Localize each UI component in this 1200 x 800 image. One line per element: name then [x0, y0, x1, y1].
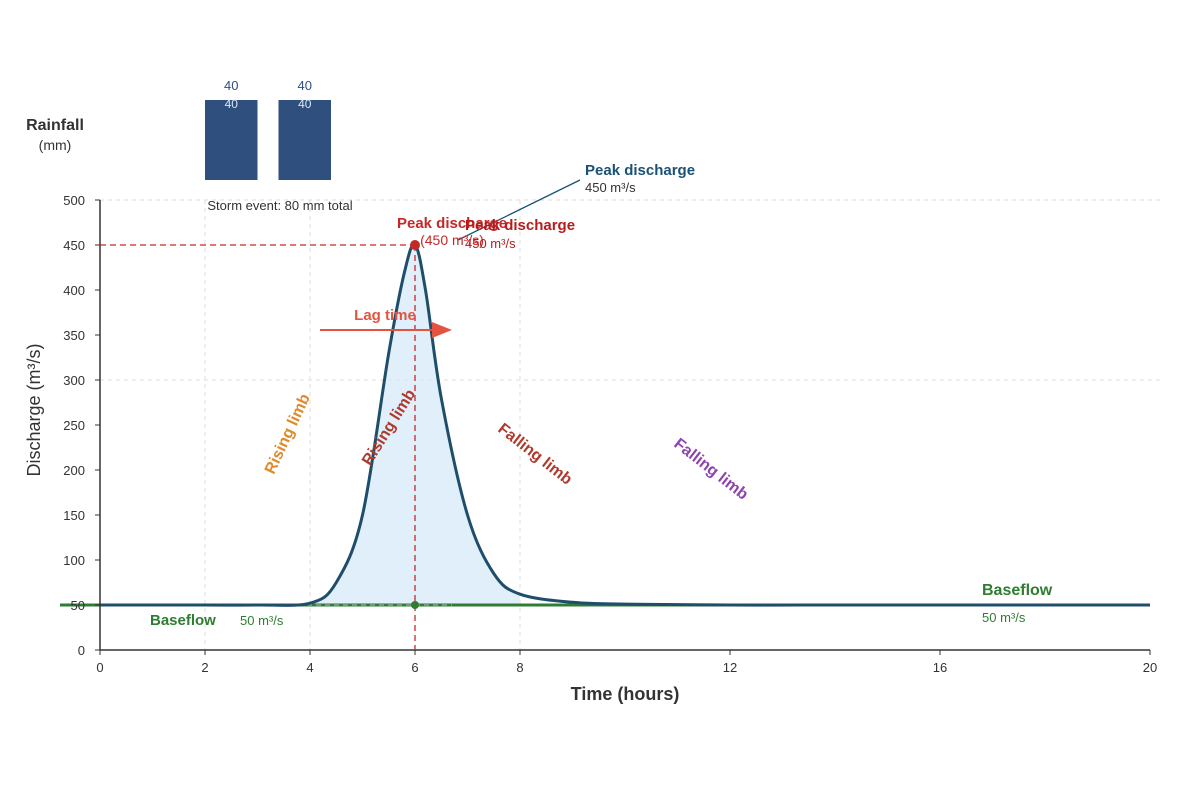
rising-limb-label: Rising limb [262, 391, 314, 477]
lag-time-label: Lag time [354, 307, 416, 324]
y-tick-label: 350 [63, 328, 85, 343]
peak-callout-value: 450 m³/s [585, 180, 636, 195]
x-tick-label: 4 [306, 660, 313, 675]
x-tick-label: 2 [201, 660, 208, 675]
x-tick-label: 8 [516, 660, 523, 675]
hydrograph-line [100, 243, 1151, 607]
y-tick-label: 50 [71, 598, 85, 613]
baseflow-value-label: 50 m³/s [240, 613, 284, 628]
y-tick-label: 250 [63, 418, 85, 433]
rainfall-hyetograph: 40 40 40 40 Rainfall (mm) Storm event: 80 mm t… [26, 78, 353, 213]
rain-bar-label: 40 [224, 78, 238, 93]
rain-bar [278, 100, 331, 180]
hydrograph-layer [100, 243, 1151, 607]
x-tick-label: 6 [411, 660, 418, 675]
rain-bar-inner-label: 40 [225, 97, 239, 111]
lag-time-arrowhead [432, 322, 452, 338]
y-tick-label: 400 [63, 283, 85, 298]
y-tick-label: 200 [63, 463, 85, 478]
x-tick-label: 20 [1143, 660, 1157, 675]
baseflow-right-label: Baseflow [982, 582, 1053, 599]
baseflow-right-value: 50 m³/s [982, 610, 1026, 625]
falling-limb-label: Falling limb [495, 420, 576, 488]
rain-bar [205, 100, 258, 180]
y-axis-title: Discharge (m³/s) [24, 343, 44, 476]
peak-label2-value: 450 m³/s [465, 236, 516, 251]
peak-point [410, 240, 420, 250]
rainfall-unit: (mm) [39, 137, 72, 153]
axes: 0 2 4 6 8 12 16 2005010015020025030035040045050… [24, 193, 1157, 704]
y-tick-label: 450 [63, 238, 85, 253]
rainfall-label: Rainfall [26, 117, 84, 134]
runoff-area [310, 244, 520, 605]
peak-label2-title: Peak discharge [465, 217, 575, 234]
y-tick-label: 300 [63, 373, 85, 388]
x-tick-label: 12 [723, 660, 737, 675]
baseflow-label: Baseflow [150, 612, 216, 629]
y-tick-label: 0 [78, 643, 85, 658]
peak-callout-title: Peak discharge [585, 162, 695, 179]
x-tick-label: 0 [96, 660, 103, 675]
y-tick-label: 500 [63, 193, 85, 208]
peak-callout-leader [457, 179, 581, 241]
rain-bar-inner-label: 40 [298, 97, 312, 111]
rain-bar-label: 40 [298, 78, 312, 93]
x-axis-title: Time (hours) [571, 684, 680, 704]
falling-limb-label-2: Falling limb [671, 435, 752, 503]
baseflow-point [411, 601, 419, 609]
peak-label-title: Peak discharge [397, 215, 507, 232]
runoff-fill [310, 244, 520, 605]
storm-caption: Storm event: 80 mm total [207, 198, 352, 213]
grid [100, 199, 1160, 650]
y-tick-label: 150 [63, 508, 85, 523]
y-tick-label: 100 [63, 553, 85, 568]
peak-label-value: (450 m³/s) [420, 232, 484, 248]
x-tick-label: 16 [933, 660, 947, 675]
